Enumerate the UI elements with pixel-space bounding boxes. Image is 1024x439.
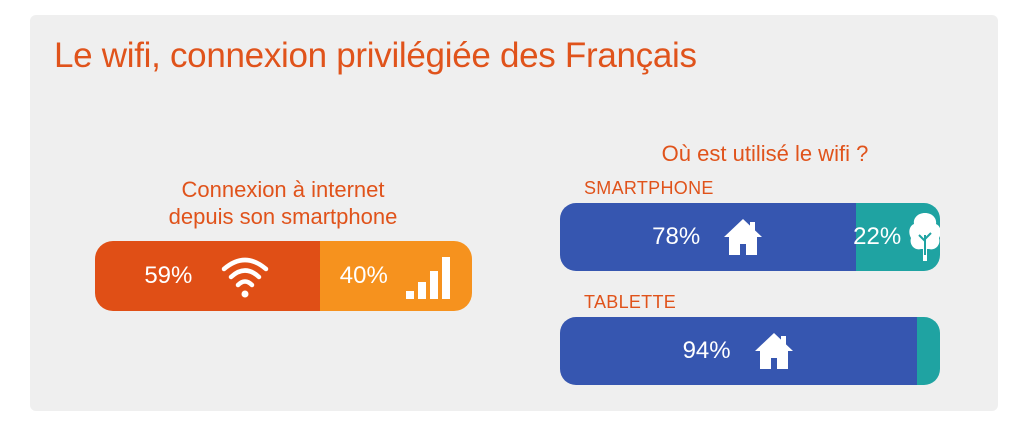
value-label-smartphone-home: 78%	[652, 223, 701, 250]
value-label-tablette-home: 94%	[682, 337, 731, 364]
tree-icon	[907, 211, 940, 263]
device-label-tablette: TABLETTE	[584, 292, 677, 312]
bar-segment-wifi: 59%	[95, 241, 320, 311]
wifi-icon	[220, 252, 270, 300]
connection-title-line2: depuis son smartphone	[168, 204, 398, 229]
device-label-smartphone: SMARTPHONE	[584, 178, 714, 198]
bar-segment-smartphone-outside: 22%	[853, 203, 940, 271]
bar-segment-smartphone-home: 78%	[560, 203, 857, 271]
page-title: Le wifi, connexion privilégiée des Franç…	[54, 36, 697, 75]
connection-bar: 59% 40%	[95, 241, 472, 311]
tablette-bar: 94%	[560, 317, 940, 385]
value-label-smartphone-outside: 22%	[853, 223, 902, 250]
signal-bars-icon	[404, 253, 452, 299]
house-icon	[722, 217, 764, 257]
smartphone-bar: 78% 22%	[560, 203, 940, 271]
wifi-usage-title: Où est utilisé le wifi ?	[661, 141, 869, 166]
bar-segment-mobile: 40%	[319, 241, 472, 311]
house-icon	[753, 331, 795, 371]
value-label-mobile: 40%	[339, 262, 388, 289]
connection-chart-title: Connexion à internet depuis son smartpho…	[143, 176, 423, 230]
bar-segment-tablette-outside	[917, 317, 940, 385]
bar-segment-tablette-home: 94%	[560, 317, 918, 385]
connection-title-line1: Connexion à internet	[181, 177, 385, 202]
value-label-wifi: 59%	[144, 262, 193, 289]
